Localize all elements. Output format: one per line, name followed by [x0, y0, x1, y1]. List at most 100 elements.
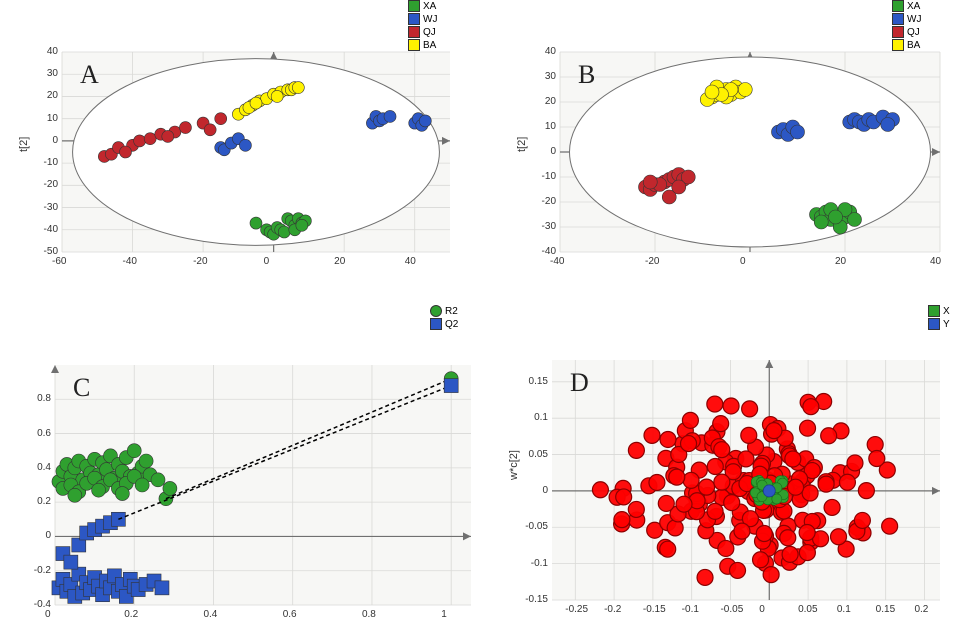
y-tick-label: 0.8 — [27, 393, 51, 404]
x-tick-label: -0.2 — [604, 604, 621, 615]
legend-marker-icon — [928, 305, 940, 317]
y-tick-label: 0.05 — [524, 449, 548, 460]
x-tick-label: 0.6 — [283, 609, 297, 620]
panel-c-plot — [55, 365, 471, 605]
legend-marker-icon — [892, 26, 904, 38]
y-tick-label: 40 — [34, 46, 58, 57]
legend-panel-a: XA WJQJ BA — [408, 0, 437, 52]
legend-marker-icon — [408, 13, 420, 25]
legend-label: Q2 — [445, 319, 458, 330]
x-tick-label: 40 — [405, 256, 416, 267]
panel-letter-b: B — [578, 60, 595, 90]
legend-marker-icon — [892, 0, 904, 12]
legend-marker-icon — [430, 305, 442, 317]
legend-item: X — [928, 305, 950, 317]
y-tick-label: -20 — [532, 196, 556, 207]
data-point — [814, 215, 828, 229]
data-point — [64, 555, 78, 569]
x-tick-label: 0.2 — [914, 604, 928, 615]
y-tick-label: 10 — [34, 113, 58, 124]
legend-item: Q2 — [430, 318, 458, 330]
x-tick-label: -20 — [645, 256, 659, 267]
panel-a-plot — [62, 52, 450, 252]
y-tick-label: -10 — [532, 171, 556, 182]
data-point — [829, 210, 843, 224]
panel-letter-c: C — [73, 373, 90, 403]
y-tick-label: 0 — [524, 485, 548, 496]
y-tick-label: 20 — [532, 96, 556, 107]
y-tick-label: 30 — [34, 68, 58, 79]
x-tick-label: 0 — [45, 609, 51, 620]
data-point — [705, 85, 719, 99]
x-tick-label: 20 — [334, 256, 345, 267]
y-tick-label: -0.1 — [524, 558, 548, 569]
panel-d-plot — [552, 360, 940, 600]
x-tick-label: -40 — [550, 256, 564, 267]
x-tick-label: 40 — [930, 256, 941, 267]
legend-item: R2 — [430, 305, 458, 317]
data-point — [151, 473, 165, 487]
panel-letter-a: A — [80, 60, 99, 90]
panel-b-plot — [560, 52, 940, 252]
y-tick-label: -40 — [532, 246, 556, 257]
legend-marker-icon — [408, 26, 420, 38]
legend-label: WJ — [907, 14, 921, 25]
y-tick-label: 0.1 — [524, 412, 548, 423]
data-point — [68, 488, 82, 502]
x-tick-label: -60 — [52, 256, 66, 267]
data-point — [119, 146, 131, 158]
x-tick-label: -0.05 — [720, 604, 743, 615]
x-tick-label: 0.8 — [362, 609, 376, 620]
data-point — [738, 83, 752, 97]
legend-label: XA — [423, 1, 436, 12]
data-point — [292, 82, 304, 94]
legend-panel-b: XA WJ QJ BA — [892, 0, 921, 52]
legend-marker-icon — [408, 39, 420, 51]
y-tick-label: 10 — [532, 121, 556, 132]
data-point — [384, 110, 396, 122]
data-point — [643, 175, 657, 189]
legend-label: BA — [907, 40, 920, 51]
x-tick-label: -40 — [123, 256, 137, 267]
y-tick-label: 40 — [532, 46, 556, 57]
y-tick-label: -0.4 — [27, 599, 51, 610]
y-tick-label: 0 — [27, 530, 51, 541]
x-tick-label: 0.05 — [798, 604, 817, 615]
y-tick-label: -0.2 — [27, 565, 51, 576]
legend-marker-icon — [892, 39, 904, 51]
y-tick-label: -40 — [34, 224, 58, 235]
data-point — [250, 217, 262, 229]
data-point — [672, 180, 686, 194]
legend-item: QJ — [408, 26, 437, 38]
x-tick-label: -0.15 — [643, 604, 666, 615]
y-axis-label: t[2] — [516, 137, 528, 152]
panel-letter-d: D — [570, 368, 589, 398]
legend-item: WJ — [892, 13, 921, 25]
data-point — [204, 124, 216, 136]
data-point — [215, 113, 227, 125]
y-tick-label: 0.4 — [27, 462, 51, 473]
legend-panel-c: R2Q2 — [430, 305, 458, 331]
data-point — [239, 139, 251, 151]
y-tick-label: 0 — [532, 146, 556, 157]
legend-item: XA — [892, 0, 921, 12]
legend-label: QJ — [907, 27, 920, 38]
legend-marker-icon — [928, 318, 940, 330]
legend-label: R2 — [445, 306, 458, 317]
x-tick-label: 0.15 — [876, 604, 895, 615]
legend-item: BA — [408, 39, 437, 51]
legend-item: WJ — [408, 13, 437, 25]
data-point — [163, 481, 177, 495]
legend-item: XA — [408, 0, 437, 12]
x-tick-label: -20 — [193, 256, 207, 267]
legend-panel-d: XY — [928, 305, 950, 331]
legend-marker-icon — [430, 318, 442, 330]
data-point — [144, 133, 156, 145]
data-point — [134, 135, 146, 147]
legend-label: WJ — [423, 14, 437, 25]
data-point — [419, 115, 431, 127]
x-tick-label: 20 — [835, 256, 846, 267]
data-point — [135, 478, 149, 492]
legend-label: BA — [423, 40, 436, 51]
legend-item: BA — [892, 39, 921, 51]
